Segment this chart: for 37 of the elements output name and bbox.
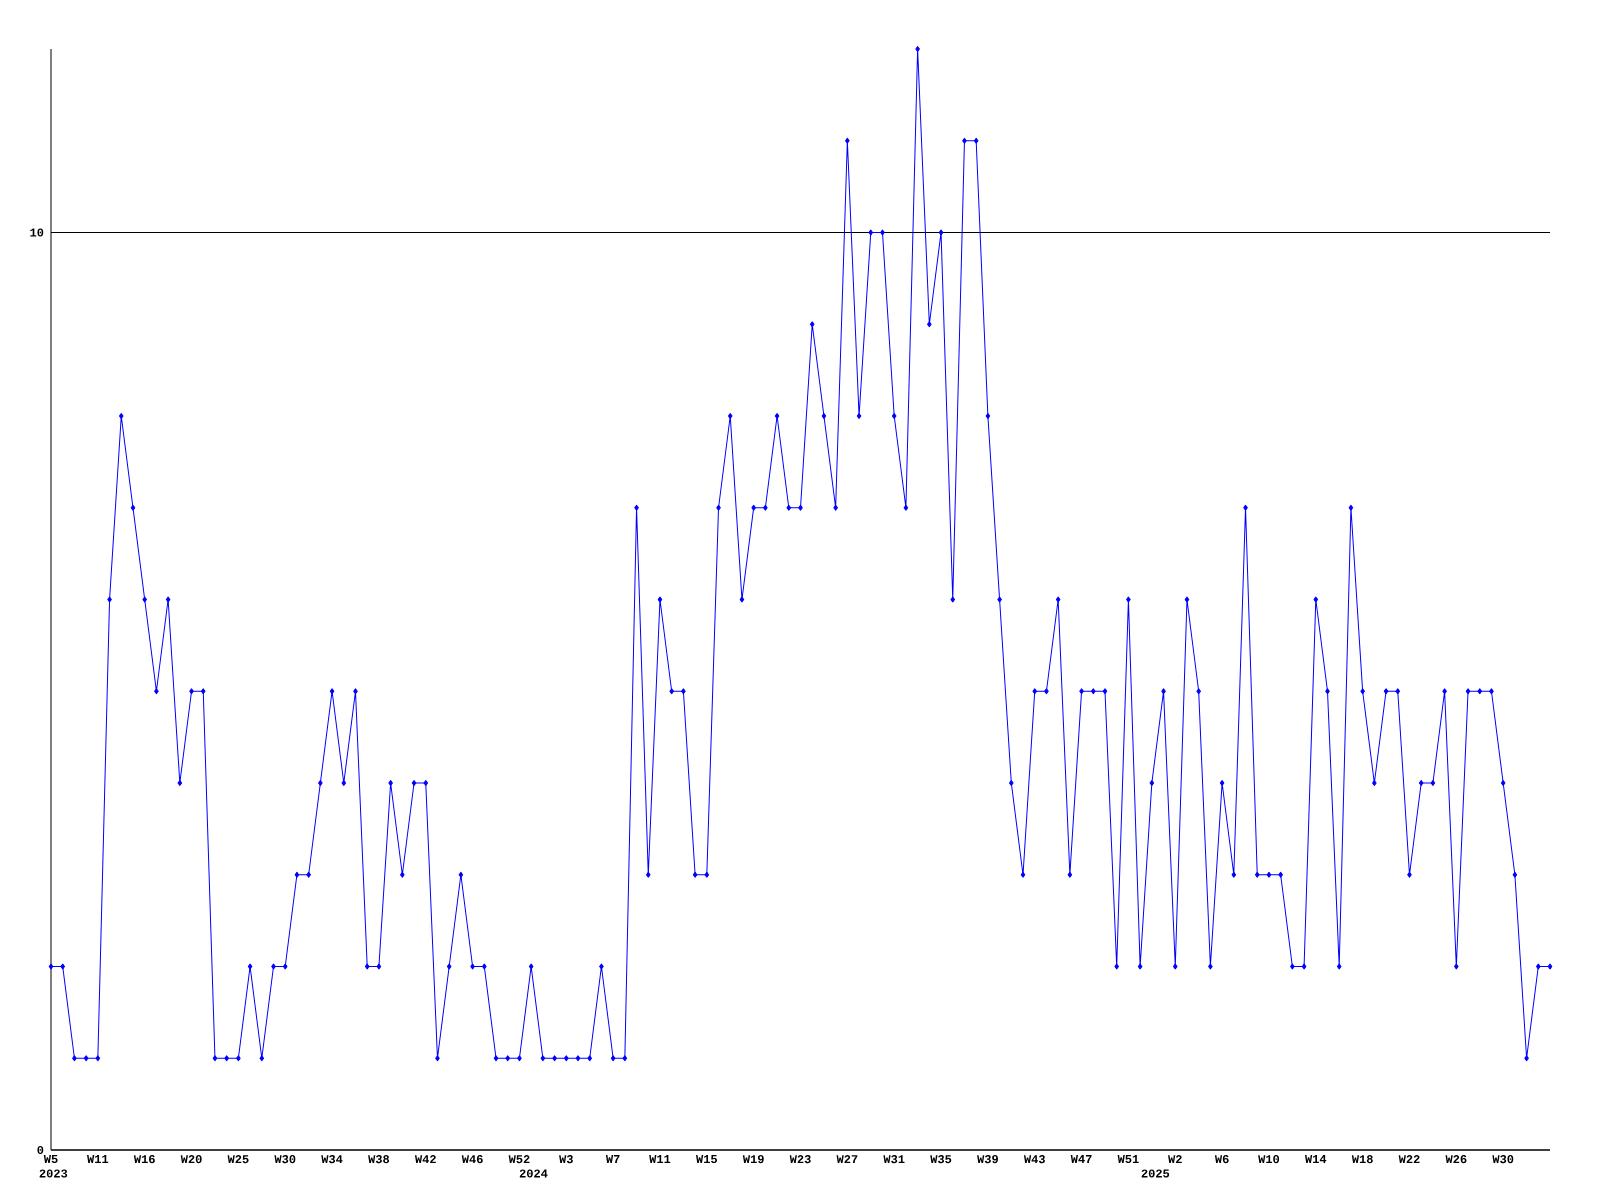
x-tick-label: W34	[321, 1155, 343, 1164]
x-tick-label: W30	[1492, 1155, 1514, 1164]
text: 2024	[519, 1169, 548, 1178]
x-tick-label: W46	[461, 1155, 483, 1164]
x-tick-label: W25	[227, 1155, 249, 1164]
x-tick-label: W38	[368, 1155, 390, 1164]
x-tick-label: W2	[1168, 1155, 1182, 1164]
x-tick-label: W11	[87, 1155, 109, 1163]
x-tick-label: W3	[559, 1155, 573, 1164]
text: 2023	[39, 1169, 68, 1178]
x-tick-label: W31	[883, 1155, 905, 1164]
x-tick-label: W18	[1351, 1155, 1373, 1164]
x-tick-label: W6	[1214, 1155, 1229, 1164]
x-tick-label: W42	[414, 1155, 436, 1164]
x-tick-label: W20	[180, 1155, 202, 1164]
x-tick-label: W26	[1445, 1155, 1467, 1164]
x-tick-label: W39	[977, 1155, 998, 1164]
x-tick-label: W15	[696, 1155, 718, 1164]
x-tick-label: W27	[836, 1155, 858, 1164]
text: 2025	[1141, 1169, 1170, 1178]
x-tick-label: W11	[649, 1155, 671, 1163]
x-tick-label: W5	[43, 1155, 58, 1164]
x-tick-label: W43	[1023, 1155, 1045, 1164]
x-tick-label: W10	[1258, 1155, 1280, 1164]
x-tick-label: W19	[742, 1155, 764, 1164]
x-tick-label: W35	[930, 1155, 952, 1164]
x-tick-label: W7	[605, 1155, 620, 1163]
x-tick-label: W14	[1304, 1155, 1327, 1163]
x-tick-label: W30	[274, 1155, 296, 1164]
y-tick-label: 10	[30, 228, 44, 237]
x-tick-label: W22	[1398, 1155, 1420, 1164]
x-tick-label: W16	[133, 1155, 155, 1164]
x-tick-label: W23	[789, 1155, 811, 1164]
x-tick-label: W51	[1117, 1155, 1139, 1164]
x-tick-label: W47	[1070, 1155, 1092, 1163]
y-tick-label: 0	[37, 1145, 44, 1155]
x-tick-label: W52	[508, 1155, 530, 1164]
